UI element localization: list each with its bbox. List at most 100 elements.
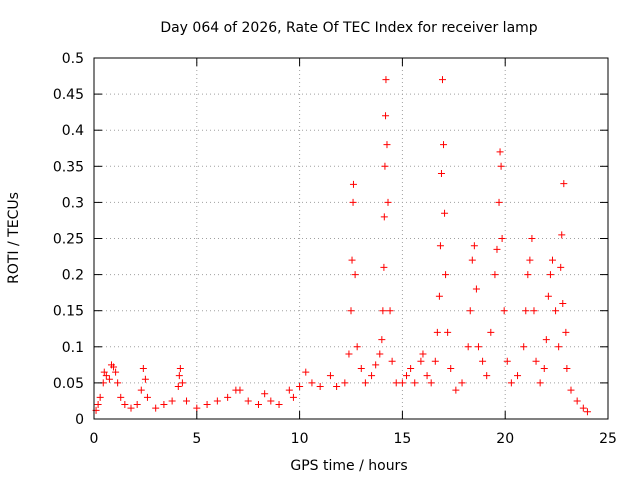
data-point xyxy=(466,307,474,315)
data-point xyxy=(530,307,538,315)
data-point xyxy=(437,170,445,178)
data-point xyxy=(442,271,450,279)
data-point xyxy=(431,357,439,365)
data-point xyxy=(333,383,341,391)
data-point xyxy=(436,242,444,250)
data-point xyxy=(495,198,503,206)
data-point xyxy=(357,364,365,372)
y-tick-label: 0 xyxy=(75,412,84,428)
data-point xyxy=(468,256,476,264)
chart-title: Day 064 of 2026, Rate Of TEC Index for r… xyxy=(160,20,537,36)
data-point xyxy=(382,76,390,84)
data-point xyxy=(174,383,182,391)
data-point xyxy=(487,328,495,336)
data-point xyxy=(345,350,353,358)
data-point xyxy=(392,379,400,387)
data-point xyxy=(441,209,449,217)
data-point xyxy=(562,328,570,336)
data-point xyxy=(289,393,297,401)
data-point xyxy=(353,343,361,351)
x-tick-label: 15 xyxy=(393,431,411,447)
data-point xyxy=(438,76,446,84)
data-point xyxy=(326,372,334,380)
data-point xyxy=(213,397,221,405)
y-axis-label: ROTI / TECUs xyxy=(6,192,22,284)
data-point xyxy=(361,379,369,387)
data-point xyxy=(520,343,528,351)
data-point xyxy=(183,397,191,405)
data-point xyxy=(349,198,357,206)
data-point xyxy=(224,393,232,401)
data-point xyxy=(386,307,394,315)
data-point xyxy=(532,357,540,365)
data-point xyxy=(403,372,411,380)
data-point xyxy=(458,379,466,387)
data-point xyxy=(117,393,125,401)
data-point xyxy=(121,401,129,409)
data-point xyxy=(435,292,443,300)
data-point xyxy=(419,350,427,358)
data-point xyxy=(381,162,389,170)
data-point xyxy=(341,379,349,387)
data-point xyxy=(112,368,120,376)
data-point xyxy=(160,401,168,409)
x-tick-label: 0 xyxy=(90,431,99,447)
data-point xyxy=(308,379,316,387)
x-axis-label: GPS time / hours xyxy=(290,458,407,474)
data-point xyxy=(536,379,544,387)
x-tick-label: 20 xyxy=(496,431,514,447)
data-point xyxy=(546,271,554,279)
data-point xyxy=(285,386,293,394)
data-point xyxy=(470,242,478,250)
y-tick-label: 0.25 xyxy=(53,232,84,248)
data-point xyxy=(168,397,176,405)
data-point xyxy=(102,372,110,380)
y-tick-label: 0.4 xyxy=(62,123,84,139)
data-point xyxy=(447,364,455,372)
data-point xyxy=(133,401,141,409)
data-point xyxy=(368,372,376,380)
data-point xyxy=(464,343,472,351)
data-point xyxy=(141,375,149,383)
data-point xyxy=(567,386,575,394)
data-point xyxy=(548,256,556,264)
data-point xyxy=(114,379,122,387)
data-point xyxy=(427,379,435,387)
data-point xyxy=(193,404,201,412)
data-point xyxy=(100,368,108,376)
data-point xyxy=(500,307,508,315)
data-point xyxy=(479,357,487,365)
data-point xyxy=(152,404,160,412)
data-point xyxy=(384,198,392,206)
data-point xyxy=(175,372,183,380)
data-point xyxy=(349,180,357,188)
data-point xyxy=(380,213,388,221)
data-point xyxy=(105,375,113,383)
data-point xyxy=(433,328,441,336)
data-point xyxy=(94,401,102,409)
y-tick-label: 0.15 xyxy=(53,304,84,320)
data-point xyxy=(503,357,511,365)
data-point xyxy=(444,328,452,336)
data-point xyxy=(552,307,560,315)
data-point xyxy=(127,404,135,412)
data-point xyxy=(382,112,390,120)
data-point xyxy=(178,379,186,387)
data-point xyxy=(514,372,522,380)
x-tick-label: 25 xyxy=(599,431,617,447)
data-point xyxy=(407,364,415,372)
data-point xyxy=(378,336,386,344)
data-point xyxy=(528,235,536,242)
data-point xyxy=(524,271,532,279)
y-tick-label: 0.35 xyxy=(53,159,84,175)
data-point xyxy=(559,299,567,307)
data-point xyxy=(348,256,356,264)
y-tick-label: 0.1 xyxy=(62,340,84,356)
data-point xyxy=(544,292,552,300)
data-point xyxy=(417,357,425,365)
data-point xyxy=(143,393,151,401)
data-point xyxy=(137,386,145,394)
data-point xyxy=(555,343,563,351)
